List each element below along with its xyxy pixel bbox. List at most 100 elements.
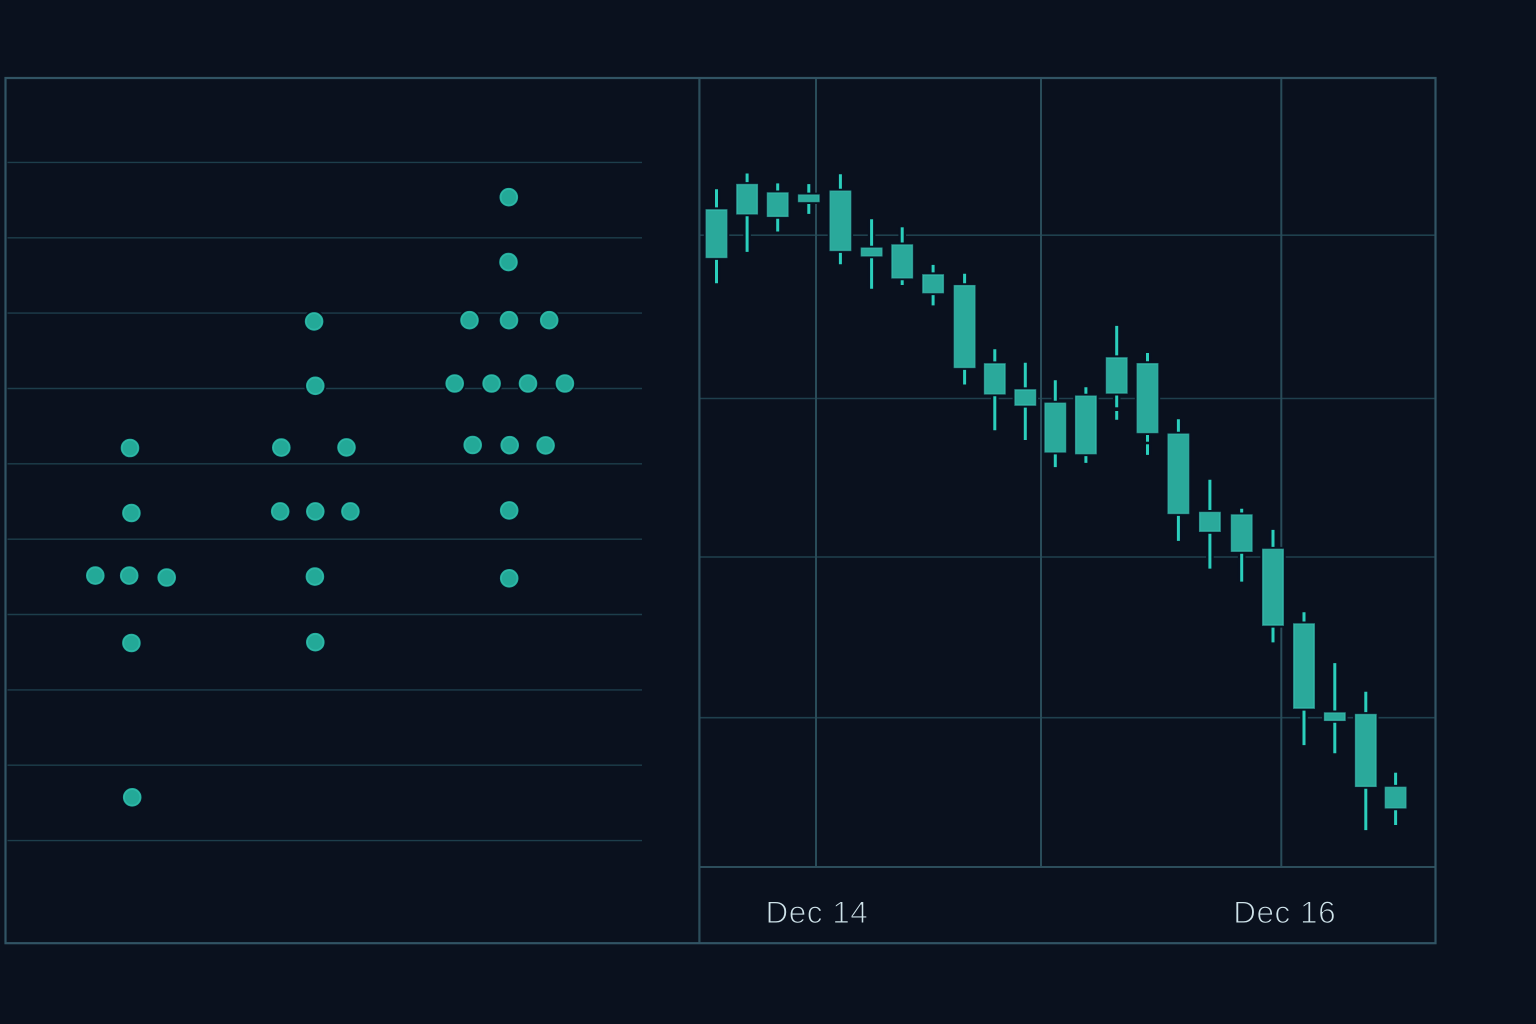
dot-plot-point[interactable] <box>84 564 107 587</box>
candle-body <box>734 182 760 217</box>
dot-plot-point[interactable] <box>155 566 178 589</box>
dot-plot-point[interactable] <box>458 309 481 332</box>
candle[interactable] <box>827 174 854 265</box>
candle-wick-gap <box>1112 407 1121 411</box>
dot-plot-point[interactable] <box>480 372 503 395</box>
candle[interactable] <box>1165 419 1192 541</box>
dot-plot-point-highlight <box>500 501 518 520</box>
dot-plot-point-highlight <box>337 438 356 457</box>
dot-plot-point[interactable] <box>497 251 520 274</box>
candle[interactable] <box>1260 529 1286 643</box>
dot-plot-point[interactable] <box>534 434 557 457</box>
candle[interactable] <box>734 173 760 252</box>
candle[interactable] <box>1291 612 1317 746</box>
candle[interactable] <box>1382 772 1409 825</box>
candle-body <box>1229 512 1255 554</box>
dot-plot-point[interactable] <box>497 186 520 209</box>
dot-plot-point-highlight <box>306 567 324 586</box>
candle-body-highlight <box>1230 514 1253 552</box>
candle[interactable] <box>796 184 822 214</box>
dot-plot-point[interactable] <box>339 500 362 523</box>
dot-plot-points <box>84 186 577 809</box>
dot-plot-point[interactable] <box>304 500 327 523</box>
candle[interactable] <box>1353 691 1379 831</box>
dot-plot-point-highlight <box>271 502 289 521</box>
dot-plot-point[interactable] <box>303 565 326 588</box>
dot-plot-point-highlight <box>122 504 141 522</box>
dot-plot-point[interactable] <box>269 500 292 523</box>
figure-border <box>4 76 1437 945</box>
dot-plot-point[interactable] <box>121 786 144 809</box>
dot-plot-point-highlight <box>121 439 139 457</box>
candle-body <box>1104 355 1130 396</box>
candlestick-series <box>703 173 1409 831</box>
dot-plot-point[interactable] <box>120 501 143 525</box>
candle-body <box>1382 784 1409 811</box>
dot-plot-point[interactable] <box>553 372 577 395</box>
dot-plot-point[interactable] <box>498 499 521 522</box>
candle-body <box>827 188 854 253</box>
dot-plot-point-highlight <box>482 374 501 393</box>
candle[interactable] <box>764 183 791 232</box>
dot-plot-gridlines <box>7 161 642 842</box>
dot-plot-point[interactable] <box>304 631 327 654</box>
candle-body <box>796 192 822 204</box>
x-axis-tick-label-dec-14: Dec 14 <box>765 894 868 930</box>
candle[interactable] <box>982 349 1008 431</box>
candle-body-highlight <box>797 194 820 203</box>
candle[interactable] <box>1134 353 1161 455</box>
candle[interactable] <box>1012 362 1039 440</box>
dot-plot-point[interactable] <box>516 372 540 395</box>
candle-body <box>1073 393 1099 457</box>
dot-plot-point[interactable] <box>118 564 141 587</box>
candle[interactable] <box>703 189 730 284</box>
dot-plot-point[interactable] <box>118 436 142 460</box>
dot-plot-point-highlight <box>120 566 138 585</box>
candle[interactable] <box>920 264 946 306</box>
dot-plot-point[interactable] <box>302 310 326 333</box>
candle-body-highlight <box>860 247 883 257</box>
candle-body-highlight <box>1384 786 1407 809</box>
candle-body <box>1012 387 1039 408</box>
candle[interactable] <box>858 219 885 289</box>
dot-plot-point-highlight <box>306 633 324 651</box>
candle-body-highlight <box>1105 357 1128 394</box>
dot-plot-point-highlight <box>272 438 290 457</box>
candle[interactable] <box>1229 508 1255 582</box>
candle-body-highlight <box>953 284 976 369</box>
candle-body-highlight <box>1323 712 1346 722</box>
candle[interactable] <box>1073 387 1099 463</box>
dot-plot-point[interactable] <box>498 434 521 457</box>
dot-plot-point-highlight <box>460 311 479 329</box>
candle-body <box>703 207 730 260</box>
dot-plot-point[interactable] <box>497 309 521 332</box>
candle[interactable] <box>1322 663 1348 754</box>
candle-body <box>1134 361 1161 436</box>
candle[interactable] <box>1042 380 1069 468</box>
candle-body-highlight <box>1074 395 1097 455</box>
candle[interactable] <box>1104 325 1130 420</box>
dot-plot-point[interactable] <box>461 433 484 457</box>
candle-body-highlight <box>1136 363 1159 434</box>
dot-plot-point[interactable] <box>443 372 466 395</box>
dot-plot-point[interactable] <box>498 567 521 590</box>
dot-plot-point[interactable] <box>335 436 358 459</box>
candle[interactable] <box>1197 479 1223 569</box>
dot-plot-point[interactable] <box>538 309 561 332</box>
candle[interactable] <box>951 273 978 385</box>
dot-plot-point-highlight <box>464 436 482 454</box>
dot-plot-point-highlight <box>158 568 176 587</box>
candle-body <box>1322 710 1348 723</box>
dot-plot-point-highlight <box>536 436 555 455</box>
candle[interactable] <box>889 227 915 285</box>
candle-body-highlight <box>829 190 852 252</box>
dot-plot-point[interactable] <box>270 436 293 459</box>
dot-plot-point-highlight <box>501 436 519 454</box>
candle-body-highlight <box>1354 713 1377 788</box>
dot-plot-point[interactable] <box>304 374 327 397</box>
candle-body <box>889 242 915 281</box>
figure-frame <box>4 76 1437 945</box>
dot-plot-point[interactable] <box>120 631 143 655</box>
